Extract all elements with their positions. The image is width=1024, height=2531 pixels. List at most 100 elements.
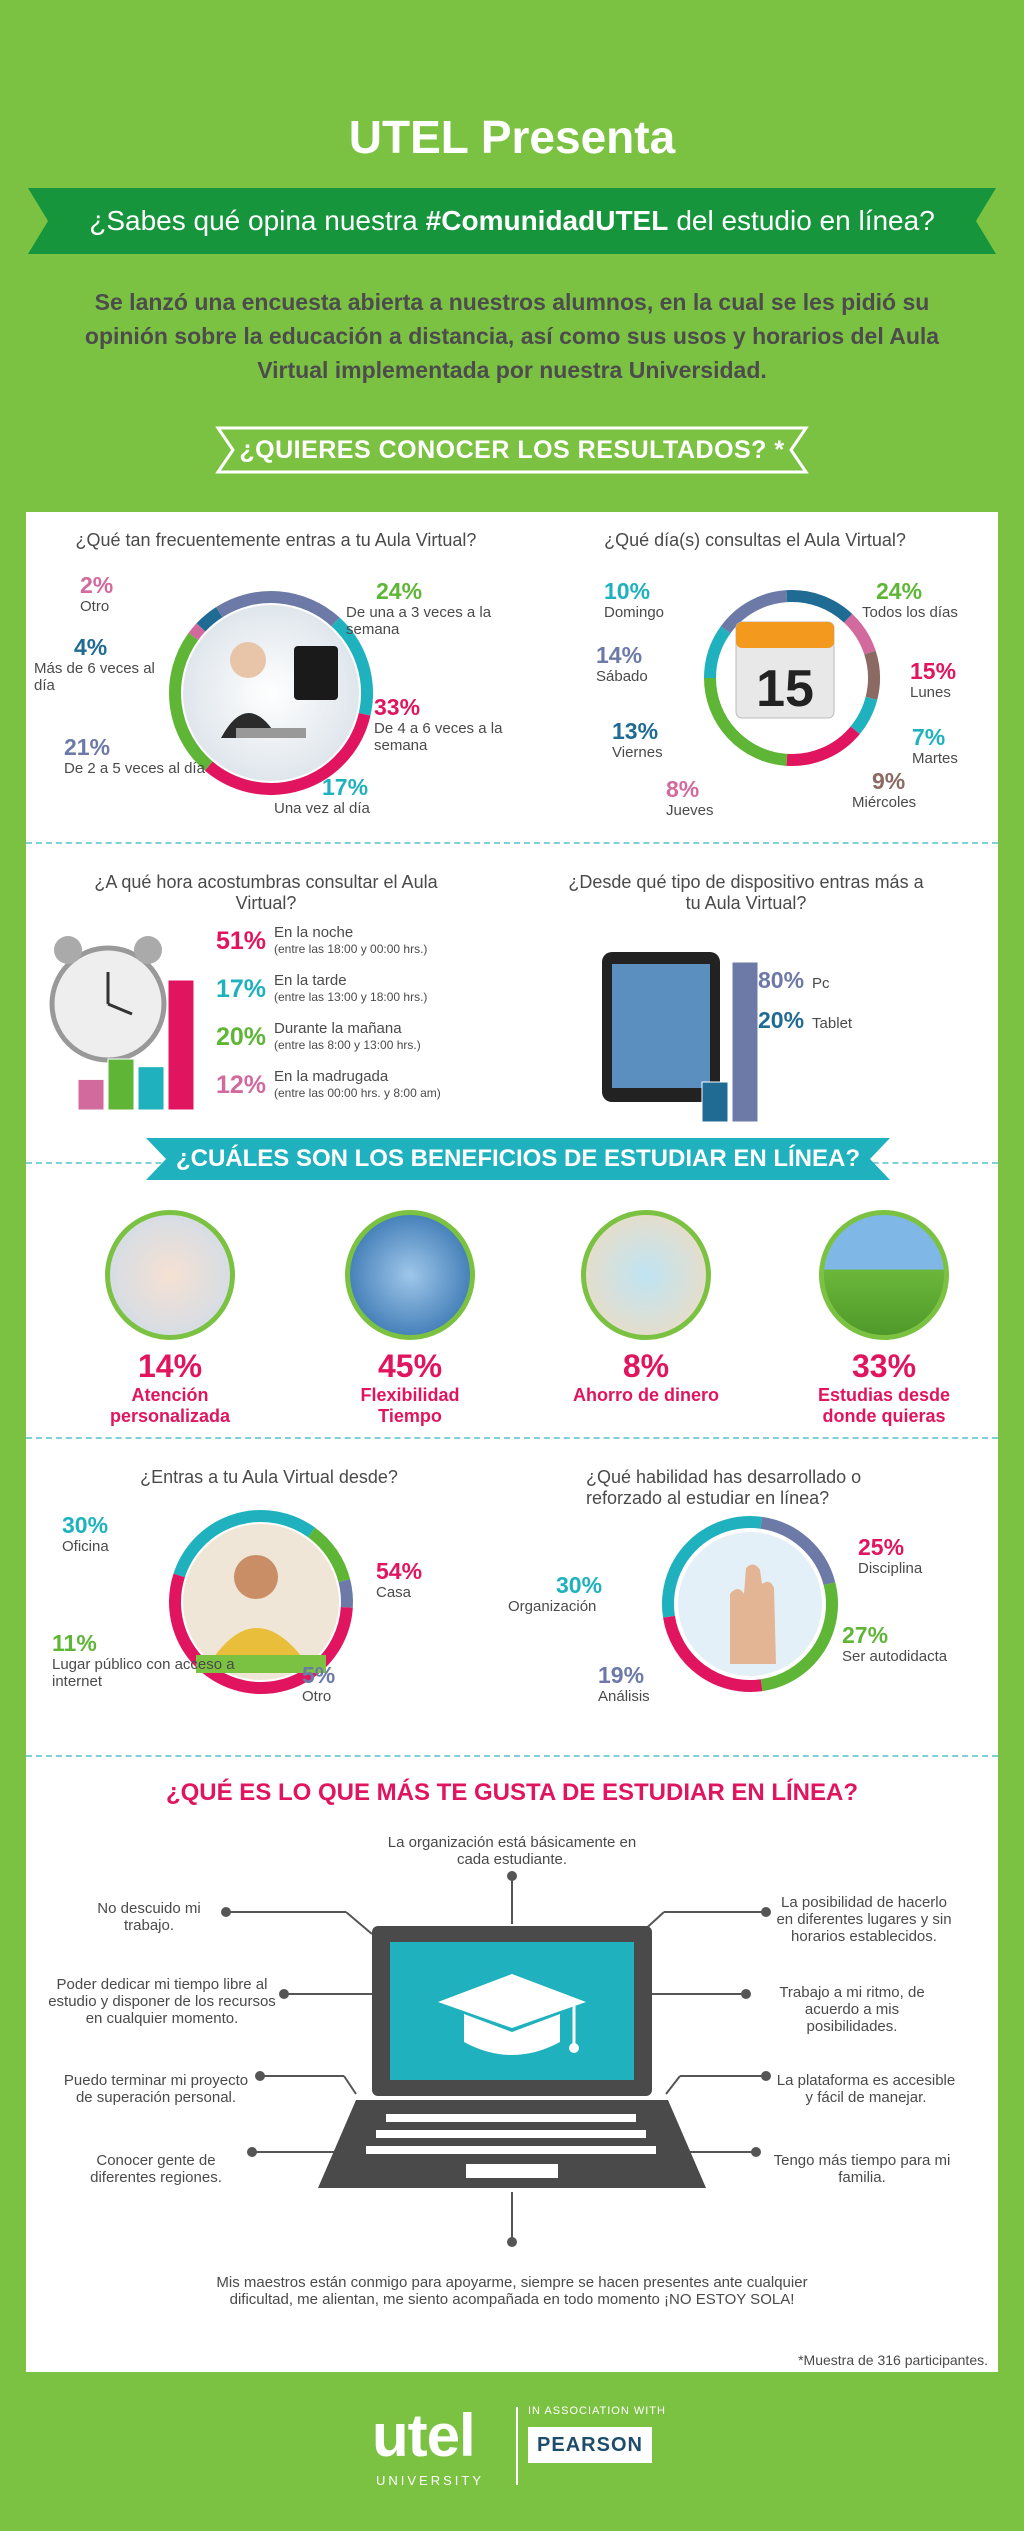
skill-slice-0: [662, 1516, 763, 1618]
skill-pct-autodidacta: 27%: [842, 1622, 889, 1648]
benefit-photo-flexibilidad: [345, 1210, 475, 1340]
benefit-pct-donde: 33%: [851, 1348, 917, 1384]
time-label-tarde: En la tarde: [274, 972, 347, 989]
freq-label-otro: Otro: [80, 598, 110, 615]
time-bar-0: [77, 1078, 105, 1111]
utel-logo-text: utel: [372, 2402, 476, 2469]
place-label-casa: Casa: [376, 1584, 412, 1601]
days-label-todos: Todos los días: [862, 604, 958, 621]
device-bar-1: [731, 961, 759, 1123]
benefit-card-ahorro: 8% Ahorro de dinero: [546, 1210, 746, 1406]
frequency-slice-1: [196, 607, 223, 632]
days-label-jueves: Jueves: [666, 802, 714, 819]
intro-text: Se lanzó una encuesta abierta a nuestros…: [84, 289, 940, 383]
results-banner-text: ¿QUIERES CONOCER LOS RESULTADOS? *: [239, 435, 785, 464]
time-bar-2: [137, 1066, 165, 1111]
place-label-otro: Otro: [302, 1688, 332, 1705]
benefit-label-flexibilidad-2: Tiempo: [378, 1406, 442, 1426]
days-pct-lunes: 15%: [910, 658, 957, 684]
sample-note: *Muestra de 316 participantes.: [798, 2352, 988, 2368]
pearson-logo: PEARSON: [528, 2427, 652, 2463]
benefit-photo-atencion: [105, 1210, 235, 1340]
footer-logo: utel UNIVERSITY IN ASSOCIATION WITH PEAR…: [0, 2395, 1024, 2505]
skill-label-organizacion: Organización: [508, 1598, 597, 1615]
ribbon-shape: [28, 188, 996, 254]
frequency-slice-2: [216, 591, 340, 627]
time-bar-3: [167, 979, 195, 1111]
skill-slice-1: [760, 1516, 836, 1586]
days-slice-4: [864, 650, 880, 700]
place-pct-otro: 5%: [302, 1662, 336, 1688]
place-slice-3: [169, 1573, 353, 1694]
ribbon-text-post: del estudio en línea?: [676, 205, 935, 236]
benefits-title: ¿CUÁLES SON LOS BENEFICIOS DE ESTUDIAR E…: [175, 1145, 861, 1172]
utel-logo-sub: UNIVERSITY: [376, 2473, 485, 2488]
assoc-text: IN ASSOCIATION WITH: [528, 2405, 666, 2417]
days-label-domingo: Domingo: [604, 604, 665, 621]
skill-question: ¿Qué habilidad has desarrollado o reforz…: [586, 1467, 862, 1508]
time-bar-1: [107, 1058, 135, 1111]
benefit-label-donde-1: Estudias desde: [817, 1385, 951, 1405]
skill-pct-disciplina: 25%: [858, 1534, 905, 1560]
freq-label-1dia: Una vez al día: [274, 800, 370, 817]
benefit-photo-donde: [819, 1210, 949, 1340]
frequency-question: ¿Qué tan frecuentemente entras a tu Aula…: [75, 530, 477, 550]
time-pct-noche: 51%: [216, 926, 267, 955]
divider: [26, 1755, 998, 1757]
skill-slice-3: [663, 1615, 763, 1692]
time-question: ¿A qué hora acostumbras consultar el Aul…: [94, 872, 438, 913]
benefit-pct-flexibilidad: 45%: [377, 1348, 443, 1384]
device-question: ¿Desde qué tipo de dispositivo entras má…: [568, 872, 924, 913]
like-right-1: La posibilidad de hacerlo en diferentes …: [776, 1894, 952, 1945]
frequency-donut: [169, 591, 373, 795]
clock-chart-illustration: [49, 936, 195, 1111]
skill-slice-2: [760, 1582, 838, 1692]
benefit-card-flexibilidad: 45% Flexibilidad Tiempo: [310, 1210, 510, 1427]
divider: [26, 842, 998, 844]
benefit-label-flexibilidad-1: Flexibilidad: [360, 1385, 460, 1405]
days-slice-3: [843, 613, 876, 655]
time-label-madrugada: En la madrugada: [274, 1068, 389, 1085]
benefit-label-atencion-2: personalizada: [109, 1406, 231, 1426]
time-label-manana: Durante la mañana: [274, 1020, 402, 1037]
time-pct-madrugada: 12%: [216, 1070, 267, 1099]
like-bottom: Mis maestros están conmigo para apoyarme…: [216, 2274, 808, 2308]
days-pct-viernes: 13%: [612, 718, 659, 744]
logo-divider: [516, 2407, 518, 2485]
time-detail-noche: (entre las 18:00 y 00:00 hrs.): [274, 942, 428, 956]
days-label-sabado: Sábado: [596, 668, 648, 685]
days-pct-martes: 7%: [912, 724, 946, 750]
benefit-label-donde-2: donde quieras: [822, 1406, 946, 1426]
place-label-oficina: Oficina: [62, 1538, 109, 1555]
freq-pct-1dia: 17%: [322, 774, 369, 800]
device-bar-0: [701, 1081, 729, 1123]
days-pct-todos: 24%: [876, 578, 923, 604]
device-label-tablet: Tablet: [812, 1015, 853, 1032]
results-banner: ¿QUIERES CONOCER LOS RESULTADOS? *: [215, 425, 809, 475]
freq-label-1a3: De una a 3 veces a la semana: [346, 604, 492, 638]
benefit-pct-ahorro: 8%: [622, 1348, 670, 1384]
divider: [26, 1437, 998, 1439]
days-slice-0: [704, 626, 731, 679]
place-label-publico: Lugar público con acceso a internet: [52, 1656, 235, 1690]
tablet-chart-illustration: [602, 952, 759, 1123]
days-pct-sabado: 14%: [596, 642, 643, 668]
ribbon-banner: ¿Sabes qué opina nuestra #ComunidadUTEL …: [28, 188, 996, 254]
days-slice-7: [704, 677, 788, 766]
days-question: ¿Qué día(s) consultas el Aula Virtual?: [604, 530, 906, 550]
time-pct-tarde: 17%: [216, 974, 267, 1003]
freq-pct-1a3: 24%: [376, 578, 423, 604]
like-left-2: Poder dedicar mi tiempo libre al estudio…: [48, 1976, 276, 2027]
days-label-lunes: Lunes: [910, 684, 951, 701]
place-pct-oficina: 30%: [62, 1512, 109, 1538]
days-slice-1: [720, 590, 788, 634]
content-card: ¿Qué tan frecuentemente entras a tu Aula…: [26, 512, 998, 2372]
benefit-label-ahorro: Ahorro de dinero: [572, 1385, 719, 1405]
freq-label-4a6: De 4 a 6 veces a la semana: [374, 720, 503, 754]
hand-icon: [730, 1564, 776, 1664]
days-donut: 15: [704, 590, 880, 766]
graduation-cap-icon: [438, 1974, 586, 2055]
benefit-label-atencion-1: Atención: [131, 1385, 209, 1405]
days-label-martes: Martes: [912, 750, 958, 767]
skill-donut: [662, 1516, 838, 1692]
